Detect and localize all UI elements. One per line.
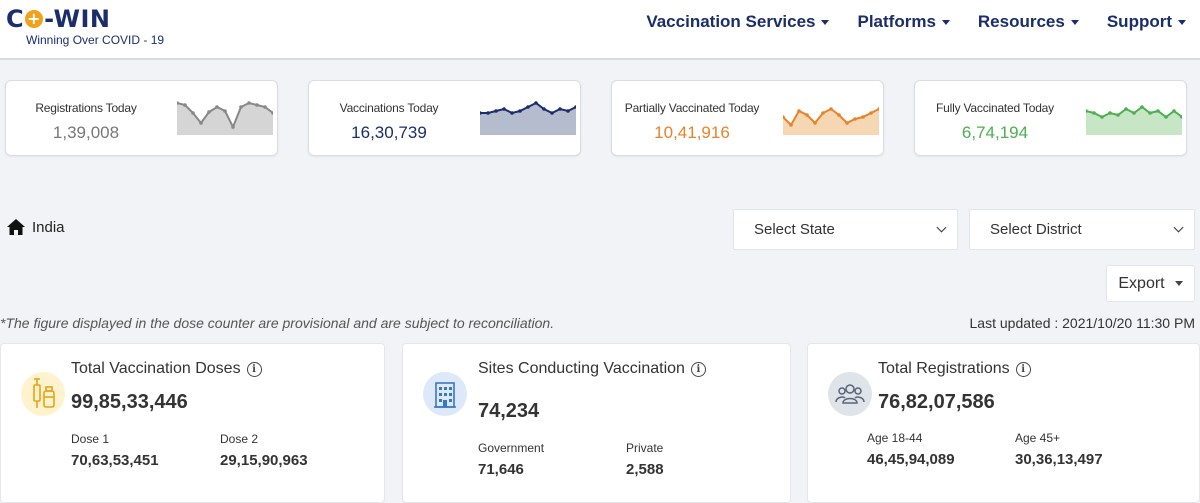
card-title: Total Vaccination Doses i: [71, 360, 262, 378]
stat-value: 10,41,916: [654, 123, 730, 142]
users-icon: [828, 372, 872, 416]
vaccine-vial-icon: [21, 372, 65, 416]
export-label: Export: [1118, 274, 1165, 292]
nav-vaccination-services[interactable]: Vaccination Services: [646, 12, 830, 32]
card-title: Sites Conducting Vaccination i: [478, 360, 706, 378]
sub-label: Private: [626, 441, 664, 455]
building-icon: [423, 372, 467, 416]
card-value: 76,82,07,586: [878, 391, 995, 413]
breadcrumb-location[interactable]: India: [32, 218, 65, 236]
sub-label: Government: [478, 441, 545, 455]
select-district[interactable]: Select District: [969, 209, 1195, 250]
select-state[interactable]: Select State: [733, 209, 958, 250]
sub-stat-dose1: Dose 1 70,63,53,451: [71, 432, 159, 469]
card-title-text: Total Registrations: [878, 360, 1010, 377]
card-title-text: Total Vaccination Doses: [71, 360, 241, 377]
nav-label: Platforms: [857, 12, 936, 31]
sparkline-fully-vaccinated: [1086, 105, 1182, 135]
sub-stat-dose2: Dose 2 29,15,90,963: [220, 432, 308, 469]
sub-value: 70,63,53,451: [71, 452, 159, 469]
logo-tagline: Winning Over COVID - 19: [26, 33, 165, 47]
sub-value: 29,15,90,963: [220, 452, 308, 469]
select-state-value: Select State: [754, 221, 835, 238]
nav-label: Vaccination Services: [646, 12, 816, 31]
sub-stat-private: Private 2,588: [626, 441, 664, 478]
logo-wordmark: C + -WIN: [6, 5, 111, 33]
nav-support[interactable]: Support: [1107, 12, 1186, 32]
caret-down-icon: [1174, 281, 1183, 286]
info-icon[interactable]: i: [690, 361, 706, 377]
cowin-logo[interactable]: C + -WIN Winning Over COVID - 19: [6, 6, 164, 47]
stat-label: Registrations Today: [35, 101, 137, 115]
chevron-down-icon: [936, 222, 947, 233]
sub-value: 30,36,13,497: [1015, 451, 1103, 468]
stat-value: 16,30,739: [351, 123, 427, 142]
card-value: 99,85,33,446: [71, 391, 188, 413]
stat-card-vaccinations: Vaccinations Today 16,30,739: [308, 80, 581, 156]
main-nav: Vaccination Services Platforms Resources…: [646, 12, 1186, 32]
sub-stat-age-45-plus: Age 45+ 30,36,13,497: [1015, 431, 1103, 468]
sub-stat-age-18-44: Age 18-44 46,45,94,089: [867, 431, 955, 468]
chevron-down-icon: [1173, 222, 1184, 233]
sparkline-vaccinations: [480, 101, 576, 135]
card-title-text: Sites Conducting Vaccination: [478, 360, 685, 377]
sub-value: 71,646: [478, 461, 524, 478]
card-sites: Sites Conducting Vaccination i 74,234 Go…: [402, 343, 791, 503]
caret-down-icon: [821, 19, 830, 25]
caret-down-icon: [941, 19, 950, 25]
sub-value: 46,45,94,089: [867, 451, 955, 468]
card-registrations: Total Registrations i 76,82,07,586 Age 1…: [807, 343, 1200, 503]
card-value: 74,234: [478, 400, 540, 422]
card-title: Total Registrations i: [878, 360, 1031, 378]
caret-down-icon: [1178, 19, 1186, 25]
sub-label: Dose 2: [220, 432, 259, 446]
stat-card-registrations: Registrations Today 1,39,008: [5, 80, 278, 156]
sub-value: 2,588: [626, 461, 664, 478]
breadcrumb: India: [6, 218, 65, 236]
sub-label: Age 18-44: [867, 431, 923, 445]
caret-down-icon: [1070, 19, 1079, 25]
select-district-value: Select District: [990, 221, 1082, 238]
card-total-doses: Total Vaccination Doses i 99,85,33,446 D…: [0, 343, 385, 503]
sparkline-registrations: [177, 101, 273, 135]
stat-label: Vaccinations Today: [339, 101, 439, 115]
home-icon[interactable]: [6, 218, 26, 236]
top-header: C + -WIN Winning Over COVID - 19 Vaccinati…: [0, 0, 1200, 60]
sub-label: Dose 1: [71, 432, 110, 446]
stat-value: 6,74,194: [961, 123, 1029, 142]
stat-card-fully-vaccinated: Fully Vaccinated Today 6,74,194: [914, 80, 1187, 156]
stat-label: Fully Vaccinated Today: [936, 101, 1054, 115]
provisional-note: *The figure displayed in the dose counte…: [0, 315, 555, 331]
nav-label: Support: [1106, 12, 1172, 31]
sub-label: Age 45+: [1015, 431, 1061, 445]
nav-label: Resources: [977, 12, 1065, 31]
stat-card-partially-vaccinated: Partially Vaccinated Today 10,41,916: [611, 80, 884, 156]
info-icon[interactable]: i: [1015, 361, 1031, 377]
nav-platforms[interactable]: Platforms: [857, 12, 950, 32]
sparkline-partially-vaccinated: [783, 107, 879, 135]
export-button[interactable]: Export: [1106, 265, 1195, 302]
stat-value: 1,39,008: [52, 123, 120, 142]
last-updated: Last updated : 2021/10/20 11:30 PM: [969, 315, 1195, 331]
sub-stat-government: Government 71,646: [478, 441, 544, 478]
nav-resources[interactable]: Resources: [978, 12, 1079, 32]
info-icon[interactable]: i: [246, 361, 262, 377]
plus-icon: +: [25, 10, 44, 28]
stat-label: Partially Vaccinated Today: [624, 101, 760, 115]
